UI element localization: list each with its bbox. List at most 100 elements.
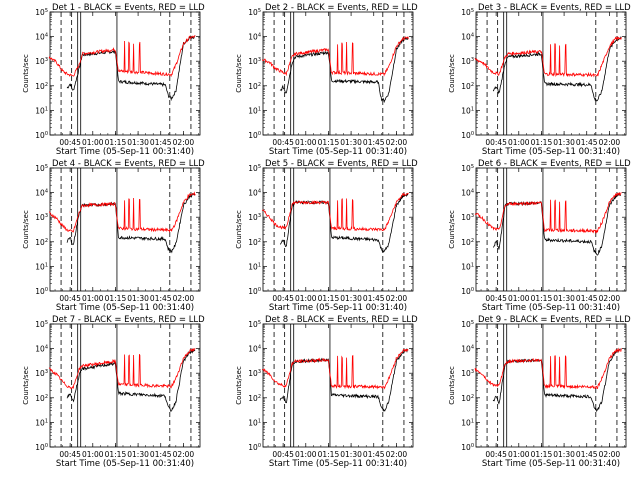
y-tick-label: 101 bbox=[248, 262, 261, 271]
y-tick-label: 104 bbox=[248, 189, 261, 198]
plot-frame bbox=[262, 11, 414, 136]
y-tick-label: 102 bbox=[35, 82, 48, 91]
y-tick-label: 105 bbox=[461, 164, 474, 173]
y-tick-label: 102 bbox=[35, 238, 48, 247]
y-tick-label: 101 bbox=[35, 262, 48, 271]
x-tick-label: 02:00 bbox=[173, 294, 195, 303]
y-tick-label: 101 bbox=[248, 418, 261, 427]
y-tick-label: 101 bbox=[461, 262, 474, 271]
panel-title-detector: Det 9 bbox=[478, 315, 501, 325]
y-tick-label: 104 bbox=[461, 33, 474, 42]
x-axis-label: Start Time (05-Sep-11 00:31:40) bbox=[56, 303, 194, 313]
panel-7: Det 7 - BLACK = Events, RED = LLD Counts/… bbox=[22, 315, 205, 469]
x-tick-label: 01:00 bbox=[82, 138, 104, 147]
x-tick-label: 01:45 bbox=[150, 450, 172, 459]
x-tick-label: 01:45 bbox=[576, 294, 598, 303]
panel-title: Det 7 - BLACK = Events, RED = LLD bbox=[52, 315, 205, 325]
y-tick-label: 103 bbox=[461, 369, 474, 378]
y-tick-label: 100 bbox=[248, 131, 261, 140]
x-tick-label: 01:30 bbox=[340, 450, 362, 459]
y-tick-label: 104 bbox=[461, 189, 474, 198]
series-line-lld bbox=[474, 36, 622, 78]
y-tick-label: 105 bbox=[35, 164, 48, 173]
series-line-lld bbox=[474, 347, 622, 390]
y-tick-label: 100 bbox=[248, 443, 261, 452]
x-tick-label: 02:00 bbox=[173, 450, 195, 459]
series-line-lld bbox=[48, 347, 196, 390]
y-axis-label: Counts/sec bbox=[235, 366, 243, 405]
panel-title: Det 3 - BLACK = Events, RED = LLD bbox=[478, 3, 631, 13]
x-tick-label: 00:45 bbox=[272, 294, 294, 303]
panel-title-detector: Det 6 bbox=[478, 159, 501, 169]
panel-title-legend: BLACK = Events, RED = LLD bbox=[84, 3, 205, 13]
panel-title: Det 4 - BLACK = Events, RED = LLD bbox=[52, 159, 205, 169]
series-line-lld bbox=[262, 348, 409, 390]
panel-title: Det 1 - BLACK = Events, RED = LLD bbox=[52, 3, 205, 13]
x-axis-label: Start Time (05-Sep-11 00:31:40) bbox=[482, 303, 620, 313]
x-tick-label: 01:30 bbox=[127, 450, 149, 459]
y-tick-label: 104 bbox=[35, 189, 48, 198]
panel-title-detector: Det 3 bbox=[478, 3, 501, 13]
plot-frame bbox=[49, 11, 201, 136]
plot-frame bbox=[49, 323, 201, 448]
panel-title-legend: BLACK = Events, RED = LLD bbox=[297, 3, 418, 13]
x-tick-label: 01:15 bbox=[105, 450, 127, 459]
y-tick-label: 102 bbox=[248, 238, 261, 247]
x-tick-label: 01:15 bbox=[105, 294, 127, 303]
x-axis-label: Start Time (05-Sep-11 00:31:40) bbox=[269, 147, 407, 157]
series-line-lld bbox=[48, 35, 196, 78]
x-axis-label: Start Time (05-Sep-11 00:31:40) bbox=[482, 459, 620, 469]
y-tick-label: 105 bbox=[461, 8, 474, 17]
series-line-events bbox=[492, 36, 622, 102]
y-tick-label: 101 bbox=[35, 106, 48, 115]
panel-title-detector: Det 1 bbox=[52, 3, 75, 13]
series-line-events bbox=[66, 348, 196, 412]
y-tick-label: 100 bbox=[248, 287, 261, 296]
x-tick-label: 01:30 bbox=[340, 138, 362, 147]
x-tick-label: 01:45 bbox=[363, 294, 385, 303]
x-tick-label: 01:00 bbox=[295, 138, 317, 147]
x-tick-label: 02:00 bbox=[599, 138, 621, 147]
panel-title-detector: Det 7 bbox=[52, 315, 75, 325]
series-line-events bbox=[66, 35, 196, 102]
y-axis-label: Counts/sec bbox=[22, 54, 30, 93]
panel-9: Det 9 - BLACK = Events, RED = LLD Counts/… bbox=[448, 315, 631, 469]
x-tick-label: 01:00 bbox=[508, 450, 530, 459]
x-tick-label: 01:45 bbox=[576, 138, 598, 147]
y-tick-label: 100 bbox=[35, 443, 48, 452]
y-tick-label: 105 bbox=[461, 320, 474, 329]
y-tick-label: 102 bbox=[248, 82, 261, 91]
y-axis-label: Counts/sec bbox=[235, 210, 243, 249]
series-line-events bbox=[492, 348, 622, 413]
x-tick-label: 01:00 bbox=[508, 138, 530, 147]
plot-frame bbox=[262, 167, 414, 292]
x-axis-label: Start Time (05-Sep-11 00:31:40) bbox=[269, 459, 407, 469]
x-axis-label: Start Time (05-Sep-11 00:31:40) bbox=[269, 303, 407, 313]
y-tick-label: 103 bbox=[461, 57, 474, 66]
x-tick-label: 01:45 bbox=[363, 138, 385, 147]
y-tick-label: 102 bbox=[461, 238, 474, 247]
panel-6: Det 6 - BLACK = Events, RED = LLD Counts/… bbox=[448, 159, 631, 313]
series-line-lld bbox=[261, 192, 409, 232]
y-axis-label: Counts/sec bbox=[448, 210, 456, 249]
panel-title: Det 5 - BLACK = Events, RED = LLD bbox=[265, 159, 418, 169]
x-tick-label: 01:00 bbox=[295, 294, 317, 303]
y-tick-label: 101 bbox=[461, 106, 474, 115]
x-tick-label: 01:15 bbox=[318, 450, 340, 459]
y-tick-label: 102 bbox=[248, 394, 261, 403]
x-tick-label: 01:15 bbox=[531, 294, 553, 303]
y-tick-label: 100 bbox=[461, 443, 474, 452]
plot-frame bbox=[475, 11, 627, 136]
x-tick-label: 02:00 bbox=[386, 138, 408, 147]
y-tick-label: 105 bbox=[248, 320, 261, 329]
x-tick-label: 01:00 bbox=[82, 450, 104, 459]
x-tick-label: 01:30 bbox=[553, 138, 575, 147]
panel-title-detector: Det 5 bbox=[265, 159, 288, 169]
y-tick-label: 102 bbox=[35, 394, 48, 403]
series-line-events bbox=[279, 192, 409, 253]
panel-title-legend: BLACK = Events, RED = LLD bbox=[297, 159, 418, 169]
y-tick-label: 104 bbox=[248, 33, 261, 42]
plot-frame bbox=[475, 167, 627, 292]
y-axis-label: Counts/sec bbox=[235, 54, 243, 93]
